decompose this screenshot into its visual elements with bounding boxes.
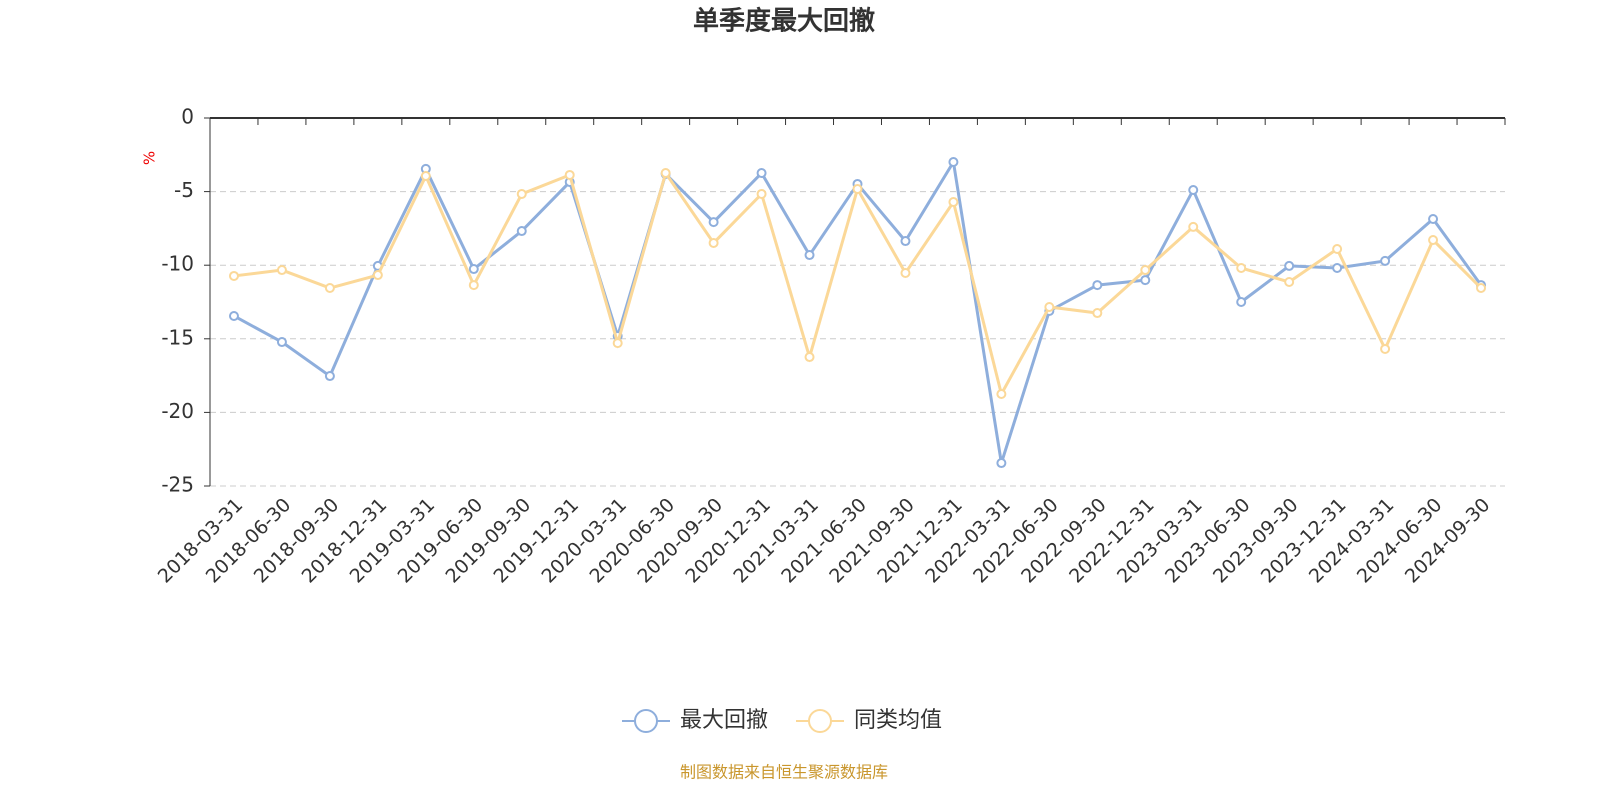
data-point	[324, 283, 335, 294]
data-point	[516, 226, 527, 237]
y-tick-label: 0	[181, 105, 194, 129]
data-point	[948, 157, 959, 168]
data-point	[660, 168, 671, 179]
data-point	[1188, 184, 1199, 195]
series-line	[233, 157, 1483, 464]
legend-marker	[634, 709, 658, 733]
data-point	[852, 183, 863, 194]
y-tick-label: -20	[161, 399, 194, 423]
data-point	[1284, 276, 1295, 287]
data-point	[1140, 265, 1151, 276]
data-point	[516, 188, 527, 199]
data-point	[900, 236, 911, 247]
data-point	[228, 270, 239, 281]
data-point	[1332, 244, 1343, 255]
legend-label: 同类均值	[854, 708, 942, 733]
data-point	[708, 217, 719, 228]
data-point	[1380, 343, 1391, 354]
legend-marker	[808, 709, 832, 733]
data-point	[372, 270, 383, 281]
data-point	[1428, 213, 1439, 224]
data-point	[804, 250, 815, 261]
data-point	[1188, 221, 1199, 232]
data-point	[1284, 260, 1295, 271]
data-point	[468, 280, 479, 291]
y-tick-label: -25	[161, 473, 194, 497]
data-point	[900, 268, 911, 279]
data-point	[276, 337, 287, 348]
data-point	[1236, 262, 1247, 273]
data-point	[1380, 255, 1391, 266]
y-tick-label: -10	[161, 252, 194, 276]
data-point	[756, 188, 767, 199]
data-point	[1044, 302, 1055, 313]
data-point	[1236, 297, 1247, 307]
data-point	[324, 371, 335, 382]
data-point	[1428, 235, 1439, 246]
data-point	[948, 197, 959, 208]
data-point	[1092, 308, 1103, 319]
data-point	[420, 170, 431, 181]
source-note: 制图数据来自恒生聚源数据库	[680, 763, 888, 782]
data-point	[1332, 262, 1343, 273]
data-point	[996, 458, 1007, 469]
series-line	[233, 169, 1483, 399]
data-point	[756, 168, 767, 179]
data-point	[708, 237, 719, 248]
data-point	[612, 338, 623, 349]
data-point	[468, 264, 479, 275]
y-tick-label: -5	[174, 178, 194, 202]
data-point	[996, 389, 1007, 399]
y-tick-label: -15	[161, 325, 194, 349]
data-point	[564, 169, 575, 180]
legend-label: 最大回撤	[680, 708, 768, 733]
data-point	[804, 352, 815, 363]
data-point	[1092, 280, 1103, 291]
data-point	[276, 265, 287, 276]
data-point	[1140, 275, 1151, 286]
data-point	[1476, 283, 1487, 294]
y-axis-label: %	[141, 151, 159, 165]
legend-item: 同类均值	[796, 708, 942, 733]
data-point	[228, 310, 239, 321]
legend-item: 最大回撤	[622, 708, 768, 733]
chart-title: 单季度最大回撤	[693, 6, 875, 37]
